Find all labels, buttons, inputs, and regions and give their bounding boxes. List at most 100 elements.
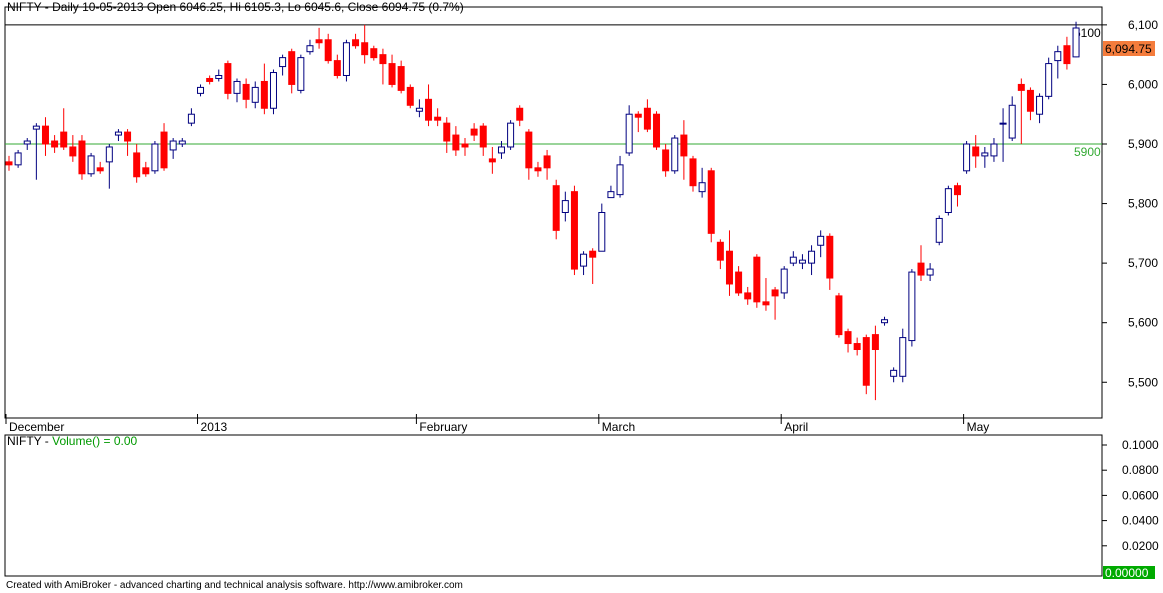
candle-body <box>233 80 241 94</box>
candle-body <box>215 75 223 79</box>
candle-body <box>689 158 697 187</box>
volume-y-tick-label: 0.0800 <box>1122 463 1159 477</box>
candle-body <box>634 113 642 118</box>
candle-body <box>917 262 925 276</box>
volume-y-axis: 0.1000 0.0800 0.0600 0.0400 0.0200 <box>1102 438 1159 553</box>
candle-body <box>589 250 597 258</box>
candle-body <box>662 149 670 172</box>
candle-body <box>133 152 141 178</box>
candle-body <box>69 146 77 157</box>
date-x-axis: December 2013 February March April May <box>5 414 989 434</box>
candle-body <box>725 250 733 285</box>
volume-panel-frame <box>4 434 1103 577</box>
x-tick-label: December <box>9 420 64 434</box>
candle-body <box>899 337 907 377</box>
candle-body <box>881 319 889 324</box>
candle-body <box>716 241 724 261</box>
candle-body <box>224 63 232 94</box>
candle-body <box>607 191 615 199</box>
price-y-axis: 6,100 6,000 5,900 5,800 5,700 5,600 5,500 <box>1102 18 1158 389</box>
candle-body <box>908 271 916 342</box>
candle-body <box>552 185 560 231</box>
candle-body <box>653 113 661 148</box>
candle-body <box>808 250 816 264</box>
candle-body <box>853 343 861 351</box>
candle-body <box>87 155 95 175</box>
candle-body <box>288 51 296 85</box>
candle-body <box>525 131 533 169</box>
candle-body <box>798 259 806 264</box>
candle-body <box>242 83 250 100</box>
candle-body <box>844 331 852 345</box>
candle-body <box>142 167 150 175</box>
y-tick-label: 5,500 <box>1128 375 1158 389</box>
candle-body <box>871 334 879 351</box>
candle-body <box>826 235 834 279</box>
candle-body <box>598 212 606 252</box>
candle-body <box>817 235 825 246</box>
candle-body <box>671 137 679 172</box>
candle-body <box>260 80 268 109</box>
y-tick-label: 5,700 <box>1128 256 1158 270</box>
candle-body <box>470 128 478 136</box>
last-price-box <box>1103 41 1155 56</box>
candle-body <box>124 131 132 142</box>
candle-body <box>5 161 13 166</box>
candle-body <box>753 256 761 303</box>
candle-body <box>443 122 451 142</box>
hline-5900-label: 5900 <box>1074 145 1101 159</box>
candle-body <box>388 63 396 85</box>
candle-body <box>516 107 524 121</box>
candle-body <box>944 188 952 214</box>
candlestick-series <box>5 21 1080 401</box>
candle-body <box>835 295 843 336</box>
candle-body <box>297 57 305 91</box>
candle-body <box>333 60 341 76</box>
candle-body <box>434 116 442 121</box>
volume-panel-title: NIFTY - Volume() = 0.00 <box>7 434 138 448</box>
candle-body <box>178 140 186 145</box>
candle-body <box>379 54 387 65</box>
candle-body <box>352 39 360 47</box>
candle-body <box>771 289 779 297</box>
volume-y-tick-label: 0.0200 <box>1122 539 1159 553</box>
candle-body <box>415 107 423 112</box>
candle-body <box>315 39 323 44</box>
last-price-label: 6,094.75 <box>1105 42 1152 56</box>
candle-body <box>361 42 369 56</box>
footer-credit: Created with AmiBroker - advanced charti… <box>6 580 463 591</box>
candle-body <box>570 191 578 270</box>
candle-body <box>187 113 195 124</box>
y-tick-label: 6,000 <box>1128 77 1158 91</box>
candle-body <box>23 140 31 145</box>
candle-body <box>625 113 633 154</box>
candle-body <box>543 155 551 169</box>
candle-body <box>206 77 214 82</box>
candle-body <box>972 146 980 157</box>
candle-body <box>60 131 68 148</box>
candle-body <box>762 301 770 306</box>
candle-body <box>1017 83 1025 91</box>
candle-body <box>151 143 159 172</box>
candle-body <box>561 200 569 214</box>
candle-body <box>780 268 788 294</box>
x-tick-label: March <box>602 420 635 434</box>
candle-body <box>41 125 49 145</box>
candle-body <box>279 57 287 68</box>
volume-last-box <box>1103 566 1155 579</box>
volume-y-tick-label: 0.0400 <box>1122 514 1159 528</box>
candle-body <box>862 337 870 386</box>
candle-body <box>461 143 469 148</box>
volume-last-label: 0.00000 <box>1105 566 1149 580</box>
candle-body <box>643 107 651 130</box>
candle-body <box>707 170 715 234</box>
candle-body <box>342 42 350 76</box>
candle-body <box>370 48 378 59</box>
last-price-marker: 6,094.75 <box>1103 41 1155 56</box>
x-tick-label: February <box>419 420 467 434</box>
candle-body <box>534 167 542 172</box>
candle-body <box>735 271 743 294</box>
candle-body <box>324 39 332 62</box>
candle-body <box>1054 51 1062 62</box>
